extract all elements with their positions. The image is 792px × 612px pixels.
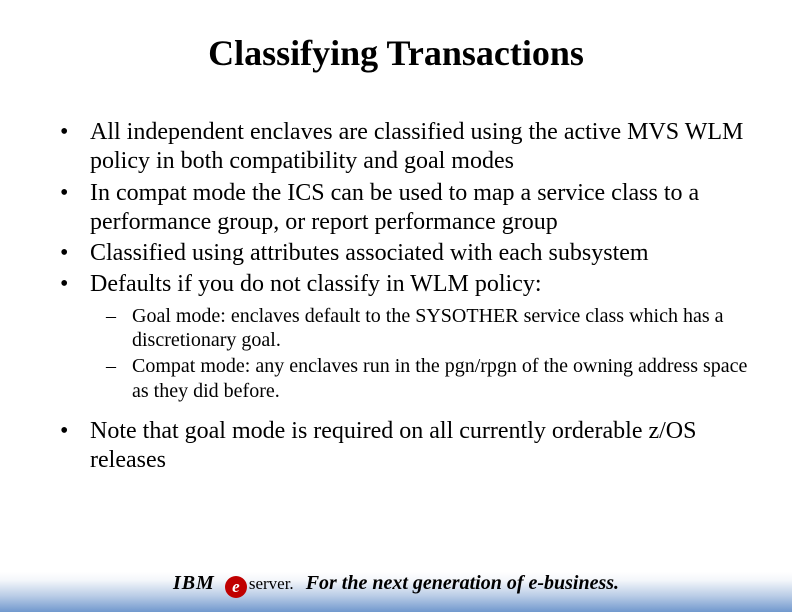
bullet-text: Defaults if you do not classify in WLM p… — [90, 271, 542, 297]
footer: IBM eserver. For the next generation of … — [0, 556, 792, 612]
server-text: server. — [249, 574, 294, 593]
sub-bullet-list: Goal mode: enclaves default to the SYSOT… — [90, 304, 748, 404]
slide: Classifying Transactions All independent… — [0, 0, 792, 612]
bullet-list: All independent enclaves are classified … — [44, 118, 748, 403]
slide-title: Classifying Transactions — [0, 0, 792, 80]
bullet-item: All independent enclaves are classified … — [74, 118, 748, 177]
sub-bullet-item: Goal mode: enclaves default to the SYSOT… — [120, 304, 748, 353]
bullet-list-2: Note that goal mode is required on all c… — [44, 417, 748, 476]
bullet-item: Classified using attributes associated w… — [74, 239, 748, 268]
bullet-item: Defaults if you do not classify in WLM p… — [74, 270, 748, 403]
ibm-logo-text: IBM — [173, 572, 215, 594]
spacer — [44, 409, 748, 417]
footer-content: IBM eserver. For the next generation of … — [0, 572, 792, 598]
bullet-item: In compat mode the ICS can be used to ma… — [74, 179, 748, 238]
tagline-text: For the next generation of e-business. — [306, 572, 619, 594]
sub-bullet-item: Compat mode: any enclaves run in the pgn… — [120, 354, 748, 403]
slide-body: All independent enclaves are classified … — [0, 80, 792, 476]
e-badge-icon: e — [225, 576, 247, 598]
bullet-item: Note that goal mode is required on all c… — [74, 417, 748, 476]
